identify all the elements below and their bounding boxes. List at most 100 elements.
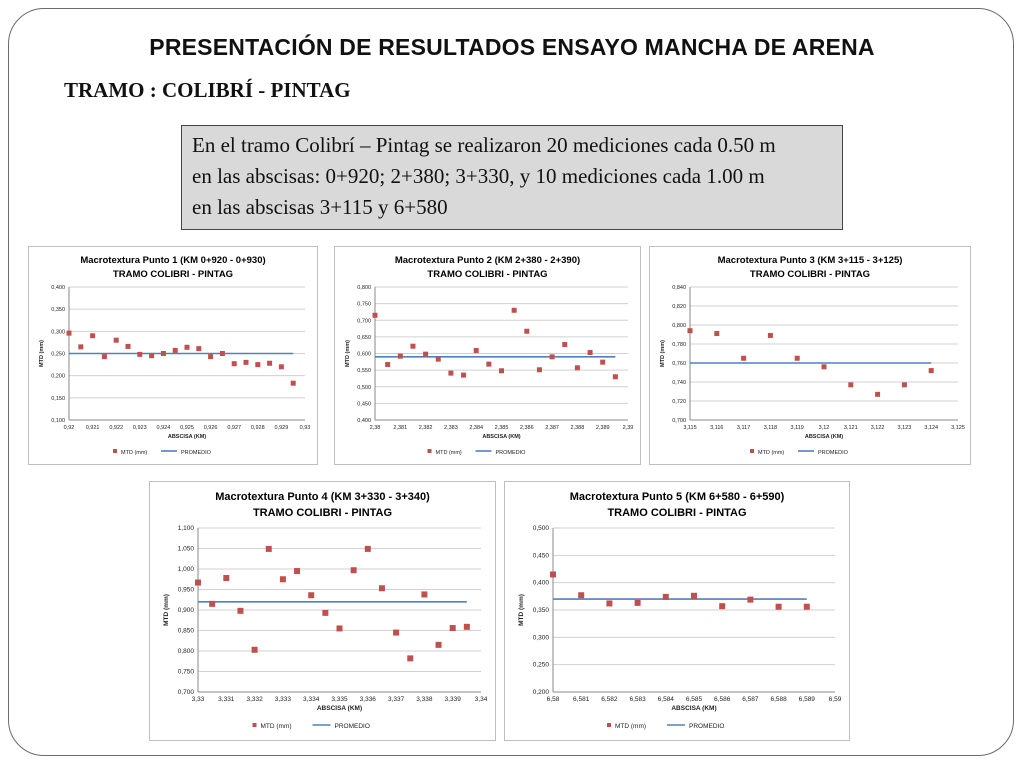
- chart-subtitle: TRAMO COLIBRI - PINTAG: [427, 269, 547, 280]
- x-tick-label: 6,585: [686, 696, 703, 703]
- data-point: [600, 359, 606, 365]
- data-point: [278, 364, 284, 370]
- chart-punto-1: Macrotextura Punto 1 (KM 0+920 - 0+930) T…: [28, 246, 318, 465]
- y-tick-label: 0,100: [51, 418, 65, 424]
- data-point: [741, 355, 747, 361]
- chart-punto-3: Macrotextura Punto 3 (KM 3+115 - 3+125) T…: [649, 246, 971, 465]
- x-tick-label: 6,58: [547, 696, 560, 703]
- chart-title: Macrotextura Punto 1 (KM 0+920 - 0+930): [80, 255, 265, 266]
- y-tick-label: 0,780: [672, 342, 686, 348]
- legend-label-promedio: PROMEDIO: [496, 450, 527, 456]
- data-point: [160, 351, 166, 356]
- x-tick-label: 2,381: [393, 425, 407, 431]
- data-point: [775, 603, 782, 610]
- x-tick-label: 0,929: [275, 425, 289, 431]
- x-tick-label: 6,59: [829, 696, 842, 703]
- x-tick-label: 3,124: [924, 425, 938, 431]
- legend-marker-mtd: [427, 449, 432, 453]
- data-point: [393, 629, 400, 636]
- x-tick-label: 3,122: [871, 425, 885, 431]
- data-point: [378, 585, 385, 592]
- x-tick-label: 2,387: [545, 425, 559, 431]
- x-tick-label: 3,12: [819, 425, 830, 431]
- y-tick-label: 0,700: [672, 418, 686, 424]
- x-axis-label: ABSCISA (KM): [168, 434, 206, 440]
- data-point: [90, 333, 96, 339]
- y-tick-label: 0,300: [51, 329, 65, 335]
- y-tick-label: 0,350: [51, 307, 65, 313]
- data-point: [794, 355, 800, 361]
- data-point: [423, 351, 429, 357]
- y-axis-label: MTD (mm): [345, 340, 351, 367]
- legend-label-mtd: MTD (mm): [758, 450, 784, 456]
- data-point: [821, 364, 827, 370]
- chart-title: Macrotextura Punto 4 (KM 3+330 - 3+340): [215, 491, 430, 503]
- y-tick-label: 0,820: [672, 304, 686, 310]
- x-tick-label: 0,924: [157, 425, 171, 431]
- data-point: [549, 354, 555, 360]
- data-point: [767, 332, 773, 338]
- x-tick-label: 0,93: [300, 425, 311, 431]
- chart-subtitle: TRAMO COLIBRI - PINTAG: [607, 507, 746, 519]
- x-tick-label: 0,922: [109, 425, 123, 431]
- x-axis-label: ABSCISA (KM): [671, 705, 716, 712]
- x-tick-label: 3,331: [218, 696, 235, 703]
- data-point: [231, 361, 237, 367]
- x-tick-label: 3,337: [388, 696, 405, 703]
- data-point: [719, 603, 726, 610]
- y-tick-label: 0,740: [672, 380, 686, 386]
- x-tick-label: 0,925: [180, 425, 194, 431]
- legend-label-promedio: PROMEDIO: [335, 723, 370, 730]
- data-point: [410, 343, 416, 349]
- data-point: [279, 576, 286, 583]
- data-point: [848, 382, 854, 388]
- data-point: [714, 331, 720, 337]
- chart-svg: Macrotextura Punto 1 (KM 0+920 - 0+930) T…: [39, 255, 311, 456]
- y-tick-label: 1,000: [178, 566, 195, 573]
- data-point: [499, 368, 504, 374]
- y-tick-label: 0,950: [178, 587, 195, 594]
- data-point: [372, 312, 378, 318]
- x-tick-label: 6,581: [573, 696, 590, 703]
- data-point: [209, 600, 216, 607]
- legend-label-mtd: MTD (mm): [436, 450, 462, 456]
- x-tick-label: 6,583: [629, 696, 646, 703]
- x-tick-label: 3,117: [737, 425, 750, 431]
- note-box: En el tramo Colibrí – Pintag se realizar…: [181, 125, 843, 230]
- chart-title: Macrotextura Punto 5 (KM 6+580 - 6+590): [570, 491, 785, 503]
- y-tick-label: 0,500: [357, 385, 371, 391]
- y-tick-label: 0,250: [51, 352, 65, 358]
- data-point: [336, 625, 343, 632]
- data-point: [511, 307, 517, 313]
- x-tick-label: 3,123: [898, 425, 912, 431]
- data-point: [149, 353, 155, 359]
- data-point: [463, 623, 470, 630]
- y-tick-label: 0,750: [357, 302, 371, 308]
- data-point: [407, 655, 414, 662]
- y-tick-label: 0,200: [533, 689, 550, 696]
- note-line-3: en las abscisas 3+115 y 6+580: [192, 195, 448, 219]
- chart-subtitle: TRAMO COLIBRI - PINTAG: [113, 269, 233, 280]
- chart-svg: Macrotextura Punto 4 (KM 3+330 - 3+340) T…: [163, 491, 488, 730]
- x-tick-label: 3,339: [445, 696, 462, 703]
- data-point: [385, 361, 391, 367]
- y-axis-label: MTD (mm): [518, 594, 525, 626]
- y-tick-label: 0,400: [533, 580, 550, 587]
- data-point: [294, 568, 301, 575]
- x-tick-label: 6,584: [658, 696, 675, 703]
- data-point: [137, 351, 143, 357]
- data-point: [524, 328, 530, 334]
- legend-marker-mtd: [113, 449, 117, 453]
- data-point: [308, 592, 315, 599]
- y-tick-label: 0,800: [357, 285, 371, 291]
- data-point: [364, 545, 371, 552]
- chart-punto-4: Macrotextura Punto 4 (KM 3+330 - 3+340) T…: [149, 481, 496, 741]
- x-tick-label: 3,334: [303, 696, 320, 703]
- y-tick-label: 0,900: [178, 607, 195, 614]
- y-tick-label: 0,840: [672, 285, 686, 291]
- data-point: [587, 350, 593, 356]
- chart-title: Macrotextura Punto 2 (KM 2+380 - 2+390): [395, 255, 580, 266]
- data-point: [606, 600, 613, 607]
- data-point: [562, 342, 568, 348]
- slide-title: PRESENTACIÓN DE RESULTADOS ENSAYO MANCHA…: [149, 34, 875, 60]
